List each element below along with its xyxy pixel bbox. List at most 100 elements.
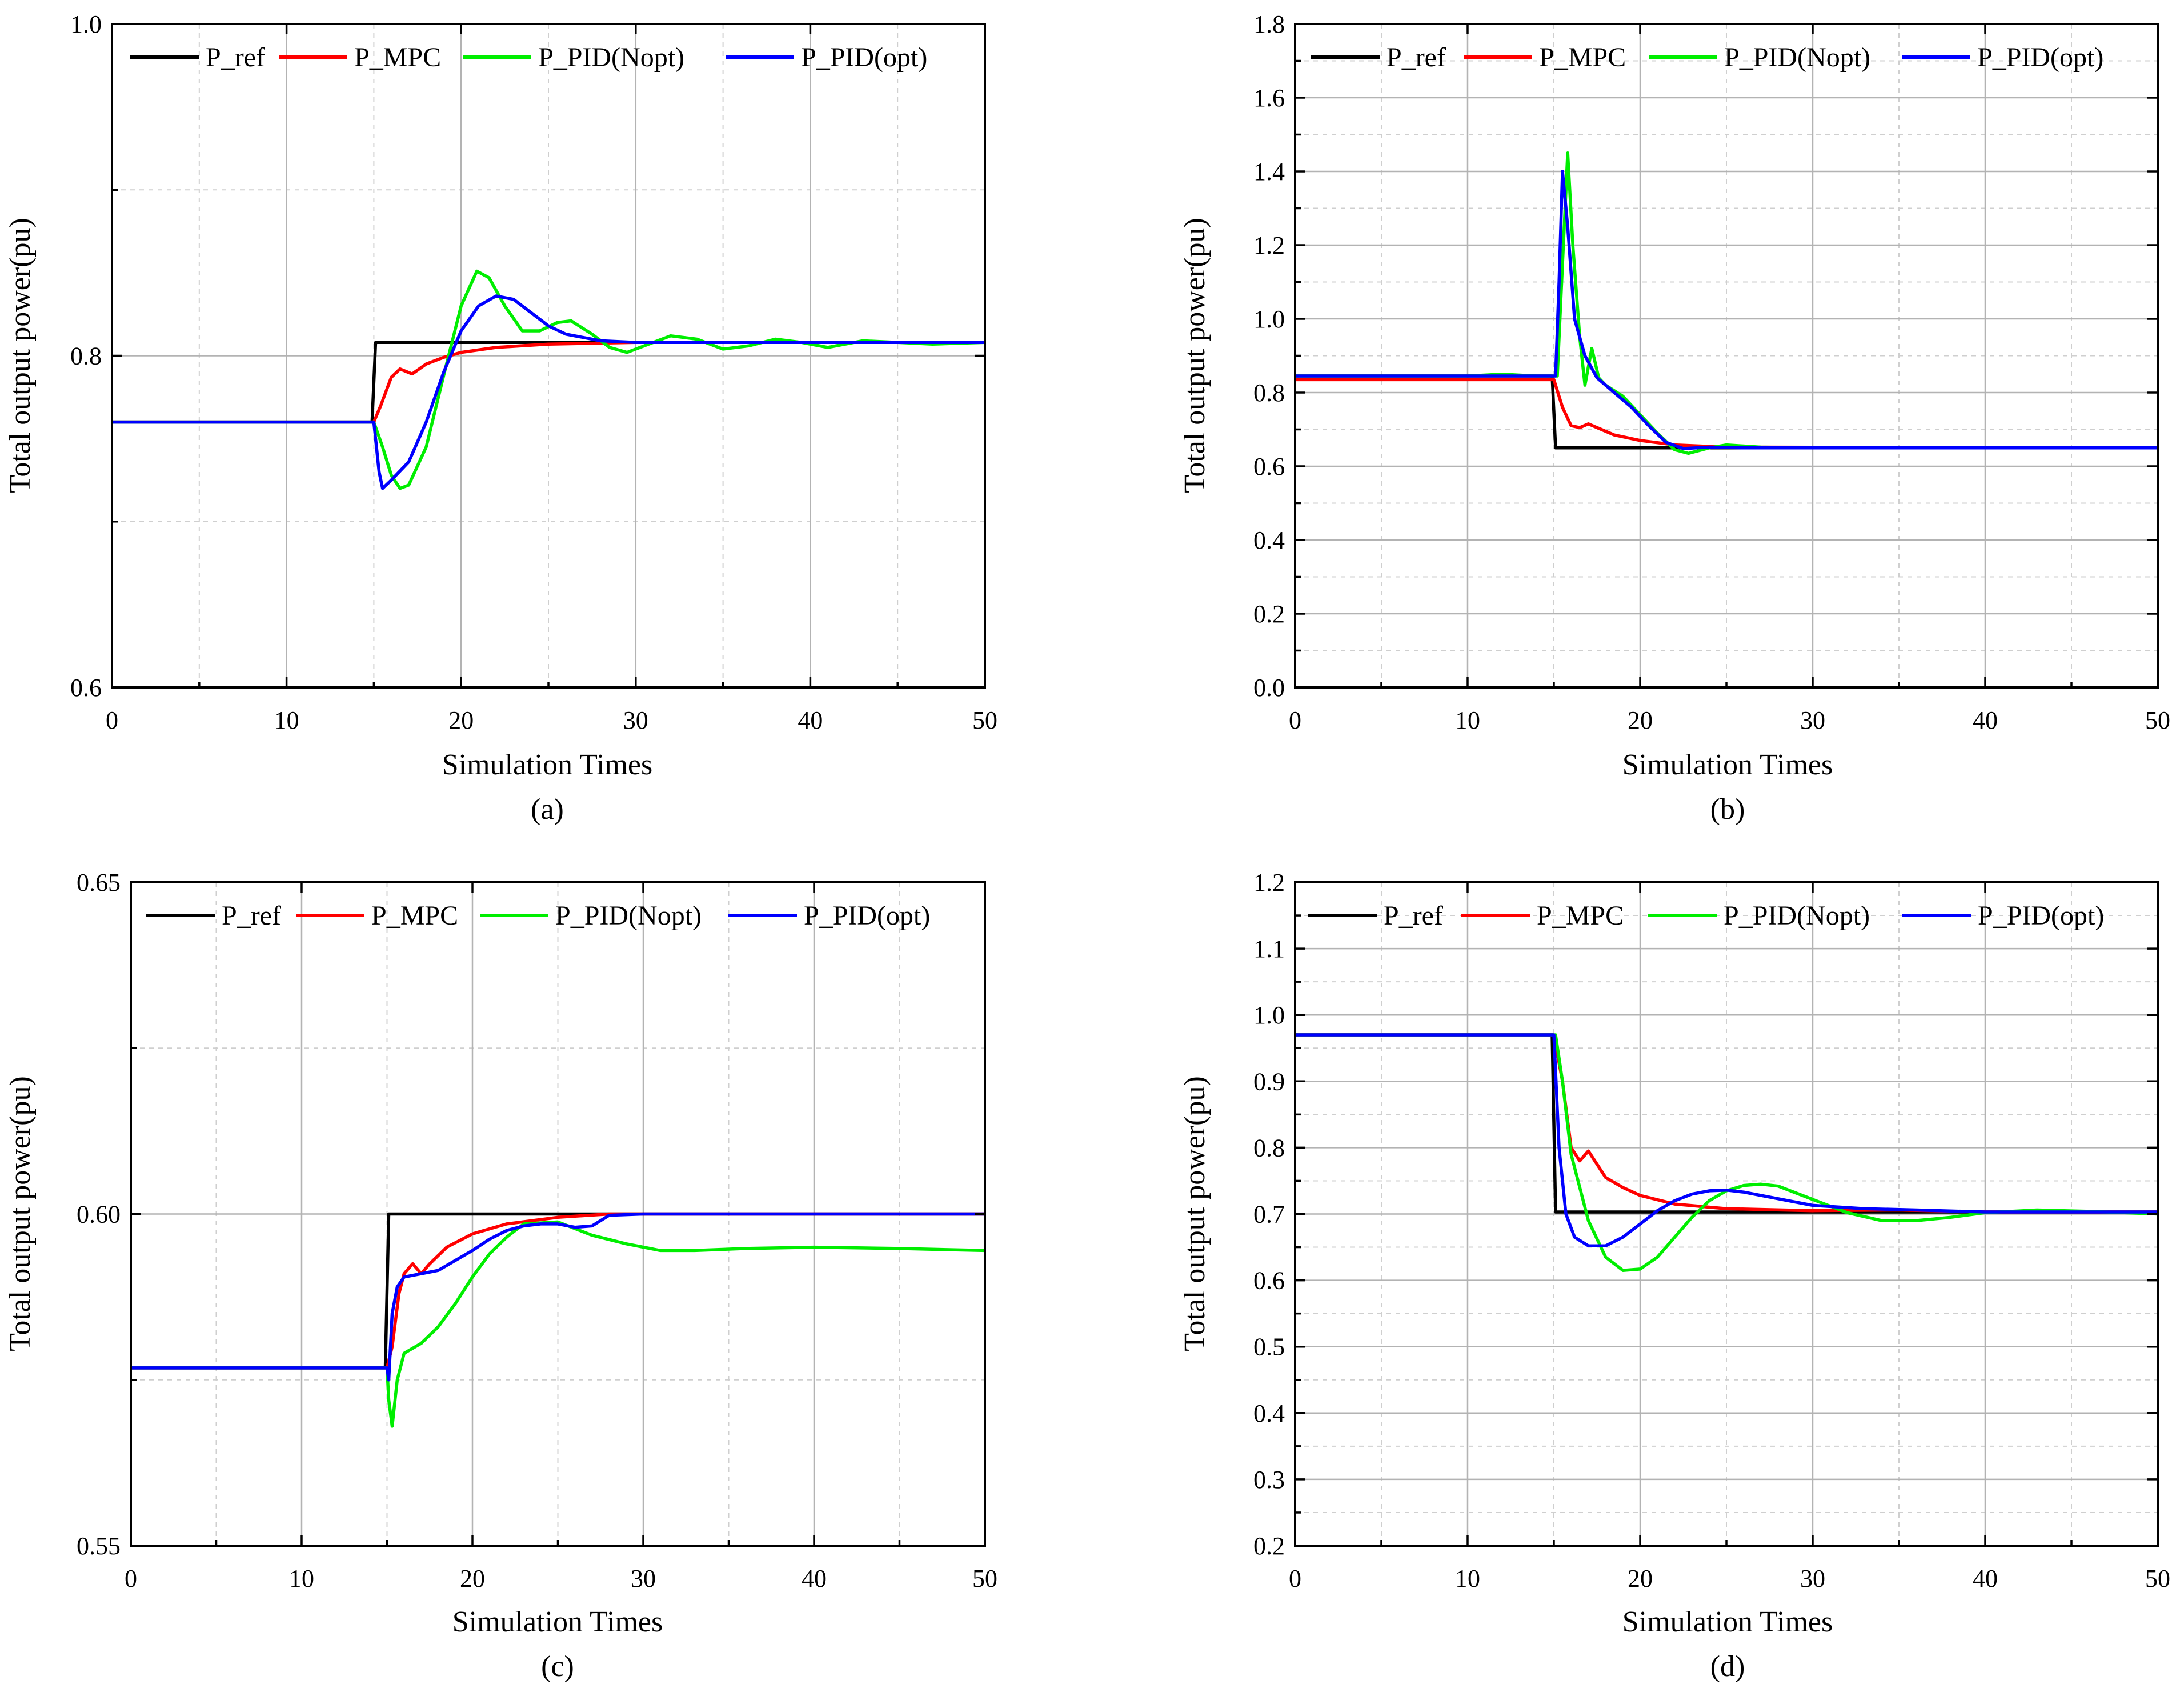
y-tick-label: 0.6 [1253, 453, 1285, 481]
legend-label: P_MPC [354, 42, 441, 73]
legend-label: P_ref [222, 901, 281, 931]
y-tick-label: 0.6 [70, 674, 102, 702]
x-tick-label: 40 [798, 706, 823, 734]
x-tick-label: 40 [1973, 1565, 1998, 1593]
legend-label: P_PID(Nopt) [1724, 901, 1870, 931]
y-tick-label: 0.6 [1253, 1267, 1285, 1295]
x-tick-label: 10 [1455, 706, 1480, 734]
series-line-p-pid-nopt- [1295, 1033, 2158, 1272]
y-tick-label: 0.4 [1253, 526, 1285, 554]
y-tick-label: 1.8 [1253, 10, 1285, 38]
series-line-p-mpc [1295, 378, 2158, 450]
series-group [1295, 151, 2158, 455]
x-tick-label: 50 [972, 1565, 997, 1593]
y-tick-label: 0.4 [1253, 1399, 1285, 1427]
x-tick-label: 30 [623, 706, 648, 734]
y-tick-label: 0.0 [1253, 674, 1285, 702]
x-tick-label: 50 [972, 706, 997, 734]
panel-label: (c) [541, 1650, 574, 1683]
y-tick-label: 0.65 [77, 869, 121, 897]
chart-panel-c: 0 10 20 30 40 50 0.55 0.60 0.65 Simulation Times T… [4, 869, 997, 1683]
chart-panel-b: 0 10 20 30 40 50 0.0 0.2 0.4 0.6 0.8 1.0 1.2 1.4 1.6 1.… [1179, 10, 2170, 826]
series-line-p-mpc [131, 1212, 985, 1370]
x-tick-label: 40 [1973, 706, 1998, 734]
y-tick-label: 0.2 [1253, 1532, 1285, 1560]
legend-label: P_ref [206, 42, 265, 73]
y-tick-label: 1.6 [1253, 84, 1285, 112]
legend-label: P_PID(Nopt) [555, 901, 702, 931]
chart-panel-a: 0 10 20 30 40 50 0.6 0.8 1.0 Simulation Times Tota… [4, 10, 997, 826]
panel-label: (a) [531, 793, 564, 826]
x-tick-label: 0 [125, 1565, 137, 1593]
x-tick-label: 50 [2145, 1565, 2170, 1593]
legend-label: P_PID(Nopt) [1724, 42, 1870, 73]
legend: P_ref P_MPC P_PID(Nopt) P_PID(opt) [1308, 901, 2104, 931]
x-tick-label: 0 [1289, 1565, 1301, 1593]
series-group [112, 269, 985, 490]
series-line-p-pid-opt- [1295, 170, 2158, 450]
x-tick-label: 50 [2145, 706, 2170, 734]
legend-label: P_ref [1386, 42, 1446, 73]
legend: P_ref P_MPC P_PID(Nopt) P_PID(opt) [130, 42, 927, 73]
y-axis-title: Total output power(pu) [4, 1076, 37, 1351]
y-tick-label: 0.60 [77, 1201, 121, 1229]
y-tick-label: 0.2 [1253, 600, 1285, 628]
y-tick-label: 1.0 [1253, 1001, 1285, 1029]
legend: P_ref P_MPC P_PID(Nopt) P_PID(opt) [146, 901, 930, 931]
series-line-p-pid-opt- [112, 294, 985, 490]
x-tick-label: 20 [448, 706, 474, 734]
panel-label: (b) [1710, 793, 1745, 826]
x-tick-label: 20 [460, 1565, 485, 1593]
y-tick-label: 1.2 [1253, 231, 1285, 259]
x-tick-label: 30 [1800, 1565, 1825, 1593]
y-tick-label: 1.4 [1253, 158, 1285, 186]
x-axis-title: Simulation Times [1622, 1606, 1833, 1638]
x-tick-label: 0 [1289, 706, 1301, 734]
y-tick-label: 1.1 [1253, 935, 1285, 963]
x-tick-label: 10 [289, 1565, 314, 1593]
y-tick-label: 0.3 [1253, 1466, 1285, 1494]
y-tick-label: 0.8 [1253, 379, 1285, 407]
y-axis-title: Total output power(pu) [1179, 218, 1211, 493]
y-tick-label: 1.0 [1253, 305, 1285, 333]
x-tick-label: 20 [1628, 706, 1653, 734]
panel-label: (d) [1710, 1650, 1745, 1683]
x-tick-label: 20 [1628, 1565, 1653, 1593]
series-line-p-ref [131, 1212, 985, 1370]
x-axis-title: Simulation Times [442, 749, 652, 781]
series-group [131, 1212, 985, 1428]
legend-label: P_MPC [1537, 901, 1624, 931]
y-tick-label: 0.7 [1253, 1201, 1285, 1229]
x-tick-label: 40 [802, 1565, 827, 1593]
y-tick-label: 0.8 [70, 342, 102, 370]
legend-label: P_ref [1384, 901, 1443, 931]
legend-label: P_PID(Nopt) [538, 42, 684, 73]
x-axis-title: Simulation Times [1622, 749, 1833, 781]
legend-label: P_PID(opt) [1977, 42, 2103, 73]
y-tick-label: 0.5 [1253, 1333, 1285, 1361]
y-tick-label: 1.0 [70, 10, 102, 38]
x-tick-label: 30 [1800, 706, 1825, 734]
x-tick-label: 30 [631, 1565, 656, 1593]
y-tick-label: 0.55 [77, 1532, 121, 1560]
y-tick-label: 0.9 [1253, 1067, 1285, 1095]
series-line-p-pid-opt- [1295, 1033, 2158, 1247]
legend-label: P_PID(opt) [804, 901, 930, 931]
legend-label: P_MPC [1539, 42, 1626, 73]
legend-label: P_MPC [371, 901, 458, 931]
x-tick-label: 0 [106, 706, 118, 734]
legend-label: P_PID(opt) [801, 42, 927, 73]
series-group [1295, 1033, 2158, 1272]
y-axis-title: Total output power(pu) [1179, 1076, 1211, 1351]
legend-label: P_PID(opt) [1978, 901, 2104, 931]
legend: P_ref P_MPC P_PID(Nopt) P_PID(opt) [1311, 42, 2103, 73]
y-tick-label: 1.2 [1253, 869, 1285, 897]
x-tick-label: 10 [1455, 1565, 1480, 1593]
chart-panel-d: 0 10 20 30 40 50 0.2 0.3 0.4 0.5 0.6 0.7 0.8 0.9 1.0 1.… [1179, 869, 2170, 1683]
series-line-p-mpc [112, 341, 985, 424]
series-line-p-pid-opt- [131, 1212, 985, 1382]
series-line-p-pid-nopt- [131, 1220, 985, 1428]
y-tick-label: 0.8 [1253, 1134, 1285, 1162]
y-axis-title: Total output power(pu) [4, 218, 37, 493]
